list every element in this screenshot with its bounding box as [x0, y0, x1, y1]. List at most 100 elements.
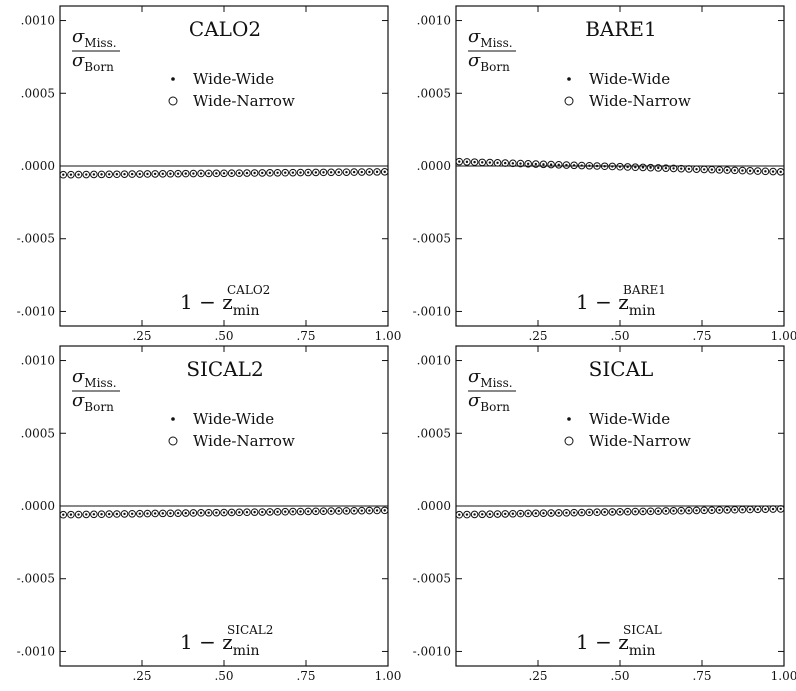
- y-label-sigma: σ: [468, 50, 481, 71]
- data-point-wide-wide: [268, 510, 272, 514]
- data-point-wide-narrow: [327, 507, 335, 515]
- data-point-wide-wide: [519, 162, 522, 165]
- y-tick-label: -.0010: [17, 644, 55, 658]
- data-point-wide-narrow: [585, 161, 594, 170]
- data-point-wide-wide: [337, 509, 340, 513]
- data-point-wide-narrow: [708, 506, 716, 514]
- y-tick-label: .0005: [21, 86, 55, 100]
- data-point-wide-wide: [345, 170, 348, 174]
- data-point-wide-narrow: [646, 163, 655, 172]
- y-label-sigma: σ: [72, 390, 85, 411]
- data-point-wide-narrow: [486, 510, 494, 518]
- data-point-wide-narrow: [455, 157, 464, 166]
- data-point-wide-wide: [672, 167, 675, 170]
- data-point-wide-narrow: [669, 507, 678, 515]
- panel-title: SICAL: [589, 357, 654, 381]
- data-point-wide-wide: [253, 171, 256, 175]
- series-wide-narrow: [455, 505, 785, 519]
- y-label-sigma: σ: [72, 366, 85, 387]
- data-point-wide-wide: [77, 513, 80, 516]
- data-point-wide-narrow: [685, 506, 693, 515]
- data-point-wide-narrow: [357, 168, 366, 176]
- data-point-wide-wide: [496, 161, 499, 165]
- data-point-wide-narrow: [700, 506, 708, 515]
- data-point-wide-wide: [702, 168, 706, 171]
- legend-label-wide-narrow: Wide-Narrow: [589, 432, 691, 450]
- data-point-wide-wide: [352, 170, 356, 174]
- x-tick-label: 1.00: [375, 669, 402, 683]
- legend: Wide-Wide Wide-Narrow: [168, 410, 295, 450]
- data-point-wide-wide: [542, 512, 545, 515]
- data-point-wide-narrow: [350, 506, 358, 515]
- x-label-sub: min: [629, 643, 656, 659]
- data-point-wide-narrow: [151, 509, 159, 518]
- data-point-wide-narrow: [746, 167, 754, 175]
- data-point-wide-narrow: [212, 169, 221, 178]
- data-point-wide-narrow: [342, 168, 351, 176]
- data-point-wide-narrow: [136, 509, 144, 518]
- data-point-wide-wide: [161, 172, 164, 176]
- data-point-wide-narrow: [692, 165, 701, 173]
- data-point-wide-narrow: [365, 168, 374, 176]
- data-point-wide-narrow: [562, 161, 571, 169]
- data-point-wide-wide: [291, 171, 295, 174]
- data-point-wide-wide: [360, 509, 363, 512]
- data-point-wide-wide: [733, 508, 736, 511]
- data-point-wide-narrow: [327, 168, 335, 177]
- data-point-wide-wide: [634, 166, 637, 169]
- y-label-denominator: σBorn: [468, 50, 510, 74]
- data-point-wide-wide: [215, 172, 218, 175]
- data-point-wide-wide: [230, 172, 233, 175]
- data-point-wide-narrow: [151, 170, 159, 178]
- data-point-wide-narrow: [776, 168, 785, 176]
- data-point-wide-narrow: [715, 506, 724, 514]
- data-point-wide-narrow: [312, 507, 320, 516]
- data-point-wide-wide: [748, 508, 752, 511]
- data-point-wide-narrow: [289, 168, 297, 177]
- x-tick-label: .25: [528, 329, 547, 343]
- data-point-wide-narrow: [539, 509, 548, 518]
- legend-label-wide-narrow: Wide-Narrow: [193, 432, 295, 450]
- data-point-wide-narrow: [243, 508, 251, 517]
- data-point-wide-narrow: [738, 166, 747, 175]
- x-label-sub: min: [233, 643, 260, 659]
- data-point-wide-wide: [557, 511, 560, 515]
- legend-marker-dot: [567, 77, 571, 81]
- legend-label-wide-wide: Wide-Wide: [589, 70, 670, 88]
- data-point-wide-narrow: [235, 169, 244, 177]
- data-point-wide-wide: [779, 507, 782, 511]
- data-point-wide-wide: [322, 509, 325, 513]
- data-point-wide-wide: [603, 165, 606, 168]
- data-point-wide-wide: [299, 510, 302, 513]
- y-tick-label: .0005: [21, 426, 55, 440]
- data-point-wide-narrow: [128, 170, 136, 178]
- y-label-miss: Miss.: [480, 376, 512, 390]
- data-point-wide-wide: [130, 172, 134, 176]
- x-label-superscript: BARE1: [623, 283, 666, 297]
- data-point-wide-wide: [368, 170, 371, 174]
- x-tick-label: .25: [132, 329, 151, 343]
- data-point-wide-wide: [184, 511, 187, 515]
- data-point-wide-narrow: [776, 505, 785, 513]
- data-point-wide-wide: [62, 513, 65, 516]
- data-point-wide-wide: [488, 161, 492, 164]
- data-point-wide-narrow: [181, 509, 190, 517]
- data-point-wide-wide: [368, 509, 371, 512]
- data-point-wide-narrow: [470, 158, 479, 166]
- data-point-wide-narrow: [166, 509, 175, 518]
- data-point-wide-narrow: [59, 510, 68, 519]
- y-tick-label: -.0005: [413, 572, 451, 586]
- data-point-wide-wide: [115, 173, 119, 176]
- data-point-wide-narrow: [281, 168, 290, 177]
- data-point-wide-wide: [92, 173, 96, 176]
- data-point-wide-wide: [672, 509, 675, 513]
- data-point-wide-narrow: [554, 509, 563, 517]
- data-point-wide-wide: [291, 510, 295, 513]
- data-point-wide-narrow: [258, 508, 267, 516]
- data-point-wide-wide: [756, 508, 759, 511]
- y-label-denominator: σBorn: [72, 50, 114, 74]
- data-point-wide-narrow: [120, 510, 129, 518]
- data-point-wide-wide: [337, 171, 340, 174]
- data-point-wide-narrow: [486, 158, 494, 167]
- data-point-wide-wide: [146, 172, 149, 176]
